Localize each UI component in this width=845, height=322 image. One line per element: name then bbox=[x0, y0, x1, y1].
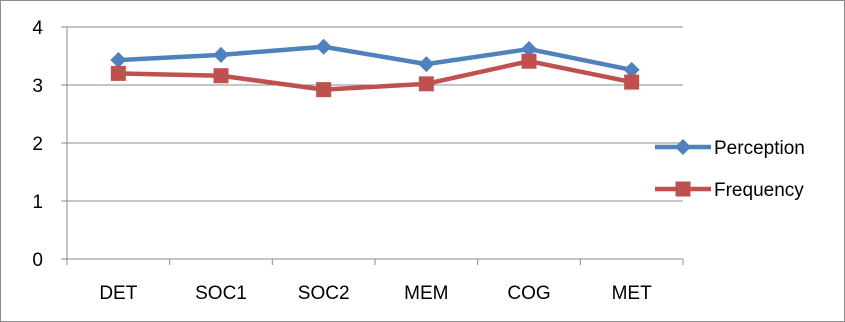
legend-label: Frequency bbox=[714, 180, 804, 201]
x-tick-label: MEM bbox=[404, 283, 448, 304]
data-point bbox=[315, 38, 332, 55]
x-tick-label: COG bbox=[507, 283, 550, 304]
data-point bbox=[213, 68, 229, 84]
data-point bbox=[623, 61, 640, 78]
legend: Perception Frequency bbox=[655, 138, 805, 201]
series-line bbox=[118, 44, 633, 73]
data-point bbox=[110, 65, 126, 81]
y-tick-label: 2 bbox=[32, 134, 43, 155]
y-tick-label: 4 bbox=[32, 18, 43, 39]
data-point bbox=[521, 41, 537, 58]
legend-marker bbox=[675, 139, 691, 155]
series-frequency bbox=[110, 53, 640, 98]
data-point bbox=[418, 76, 434, 92]
y-tick-label: 0 bbox=[32, 250, 43, 271]
y-tick-label: 3 bbox=[32, 76, 43, 97]
y-axis-tick-labels: 0 1 2 3 4 bbox=[32, 18, 43, 271]
legend-label: Perception bbox=[714, 138, 805, 159]
data-point bbox=[316, 82, 332, 98]
x-tick-label: MET bbox=[612, 283, 653, 304]
axes bbox=[61, 26, 684, 265]
x-tick-label: SOC1 bbox=[195, 283, 247, 304]
data-point bbox=[110, 52, 127, 69]
data-point bbox=[213, 46, 229, 63]
x-tick-label: DET bbox=[99, 283, 137, 304]
data-point bbox=[624, 74, 640, 90]
legend-item-perception: Perception bbox=[655, 138, 805, 159]
legend-item-frequency: Frequency bbox=[655, 180, 804, 201]
series-layer bbox=[110, 38, 640, 98]
y-tick-label: 1 bbox=[32, 192, 43, 213]
series-perception bbox=[110, 38, 640, 78]
x-tick-label: SOC2 bbox=[298, 283, 350, 304]
data-point bbox=[521, 53, 537, 69]
data-point bbox=[418, 56, 435, 73]
legend-marker bbox=[675, 181, 691, 197]
x-axis-tick-labels: DET SOC1 SOC2 MEM COG MET bbox=[99, 283, 652, 304]
series-line bbox=[118, 58, 633, 92]
